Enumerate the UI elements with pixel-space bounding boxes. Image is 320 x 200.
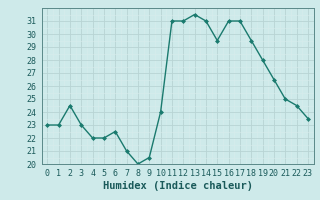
X-axis label: Humidex (Indice chaleur): Humidex (Indice chaleur) [103,181,252,191]
